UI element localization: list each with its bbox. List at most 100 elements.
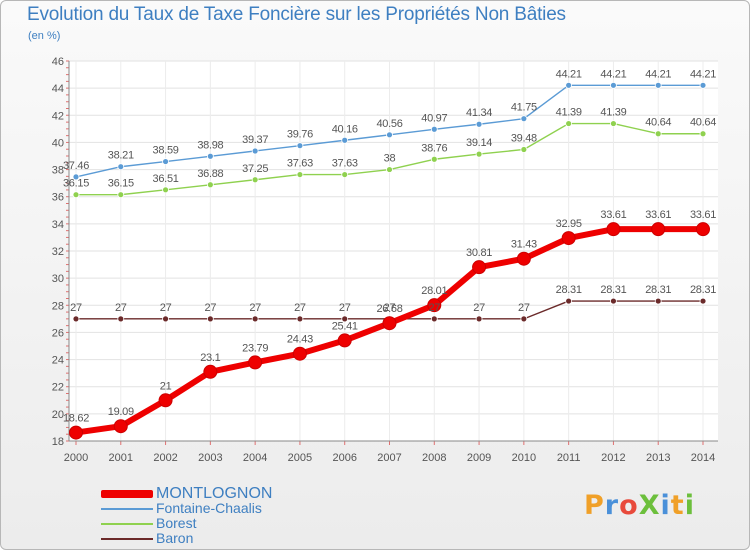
point-borest (341, 171, 349, 178)
point-borest (206, 181, 214, 189)
point-fontaine-chaalis (565, 81, 573, 89)
point-borest (296, 171, 304, 178)
data-label: 21 (160, 380, 172, 392)
x-tick-label: 2008 (422, 452, 446, 464)
data-label: 36.88 (197, 168, 223, 180)
data-label: 41.39 (556, 107, 582, 119)
point-fontaine-chaalis (251, 147, 259, 155)
data-label: 33.61 (645, 209, 671, 221)
point-baron (699, 297, 707, 305)
x-tick-label: 2013 (646, 452, 670, 464)
data-label: 40.64 (690, 117, 716, 129)
point-borest (72, 191, 80, 199)
y-tick-label: 42 (52, 110, 64, 122)
data-label: 41.39 (600, 107, 626, 119)
point-montlognon (606, 222, 621, 237)
data-label: 27 (294, 302, 306, 314)
point-fontaine-chaalis (654, 81, 662, 89)
point-baron (72, 315, 80, 323)
point-baron (654, 297, 662, 305)
point-fontaine-chaalis (610, 81, 617, 89)
y-tick-label: 32 (52, 246, 64, 258)
y-tick-label: 46 (52, 56, 64, 68)
proxiti-logo: ProXiti (584, 490, 695, 521)
point-fontaine-chaalis (341, 136, 349, 144)
point-baron (520, 315, 528, 323)
data-label: 27 (518, 302, 530, 314)
data-label: 28.31 (556, 284, 582, 296)
point-montlognon (113, 419, 128, 434)
data-label: 27 (115, 302, 127, 314)
y-tick-label: 38 (52, 165, 64, 177)
x-tick-label: 2007 (377, 452, 401, 464)
x-tick-label: 2000 (64, 452, 88, 464)
point-montlognon (69, 425, 83, 440)
data-label: 27 (384, 302, 396, 314)
x-tick-label: 2010 (512, 452, 536, 464)
data-label: 40.56 (376, 118, 402, 130)
data-label: 38.59 (153, 145, 179, 157)
x-tick-label: 2009 (467, 452, 491, 464)
data-label: 23.1 (200, 352, 220, 364)
x-tick-label: 2011 (557, 452, 581, 464)
data-label: 27 (339, 302, 351, 314)
chart-title: Evolution du Taux de Taxe Foncière sur l… (27, 4, 566, 25)
data-label: 27 (249, 302, 261, 314)
point-borest (162, 186, 169, 194)
data-label: 27 (428, 302, 440, 314)
data-label: 37.46 (63, 160, 89, 172)
point-fontaine-chaalis (699, 81, 707, 89)
legend-swatch-fontaine-chaalis (101, 508, 153, 510)
series-layer (69, 81, 710, 440)
data-label: 28.31 (600, 284, 626, 296)
point-fontaine-chaalis (206, 152, 214, 160)
data-label: 44.21 (556, 68, 582, 80)
y-tick-label: 36 (52, 192, 64, 204)
x-tick-label: 2006 (332, 452, 356, 464)
data-label: 31.43 (511, 239, 537, 251)
data-label: 30.81 (466, 247, 492, 259)
data-label: 32.95 (556, 218, 582, 230)
point-montlognon (292, 346, 307, 361)
point-montlognon (561, 231, 576, 246)
x-tick-label: 2003 (198, 452, 222, 464)
x-tick-label: 2004 (243, 452, 267, 464)
point-baron (117, 315, 125, 323)
point-baron (162, 315, 169, 323)
point-borest (610, 120, 617, 127)
legend-swatch-borest (101, 523, 153, 525)
point-borest (699, 130, 707, 138)
data-label: 39.76 (287, 129, 313, 141)
data-label: 39.14 (466, 137, 492, 149)
point-fontaine-chaalis (386, 131, 393, 139)
y-tick-label: 20 (52, 409, 64, 421)
point-fontaine-chaalis (430, 125, 438, 133)
data-label: 36.15 (63, 178, 89, 190)
data-label: 23.79 (242, 342, 268, 354)
point-montlognon (651, 222, 666, 237)
point-fontaine-chaalis (72, 173, 80, 181)
point-montlognon (248, 355, 263, 370)
data-label: 38.98 (197, 139, 223, 151)
point-fontaine-chaalis (117, 163, 125, 171)
data-label: 44.21 (690, 68, 716, 80)
data-label: 44.21 (645, 68, 671, 80)
y-tick-label: 22 (52, 382, 64, 394)
point-fontaine-chaalis (162, 158, 169, 165)
data-label: 33.61 (600, 209, 626, 221)
data-label: 27 (70, 302, 82, 314)
point-borest (565, 120, 573, 127)
data-label: 27 (160, 302, 172, 314)
data-label: 38 (384, 153, 396, 165)
data-label: 40.16 (332, 123, 358, 135)
y-tick-label: 30 (52, 273, 64, 285)
axes: 18 20 22 24 26 28 30 32 34 36 38 40 42 44 46 2000 2001 20… (52, 56, 718, 464)
legend-label-baron: Baron (156, 530, 194, 546)
y-tick-label: 40 (52, 137, 64, 149)
data-label: 37.63 (332, 158, 358, 170)
data-label: 41.75 (511, 102, 537, 114)
y-tick-label: 44 (52, 83, 64, 95)
legend-label-montlognon: MONTLOGNON (156, 485, 273, 502)
data-label: 33.61 (690, 209, 716, 221)
data-label: 37.63 (287, 158, 313, 170)
